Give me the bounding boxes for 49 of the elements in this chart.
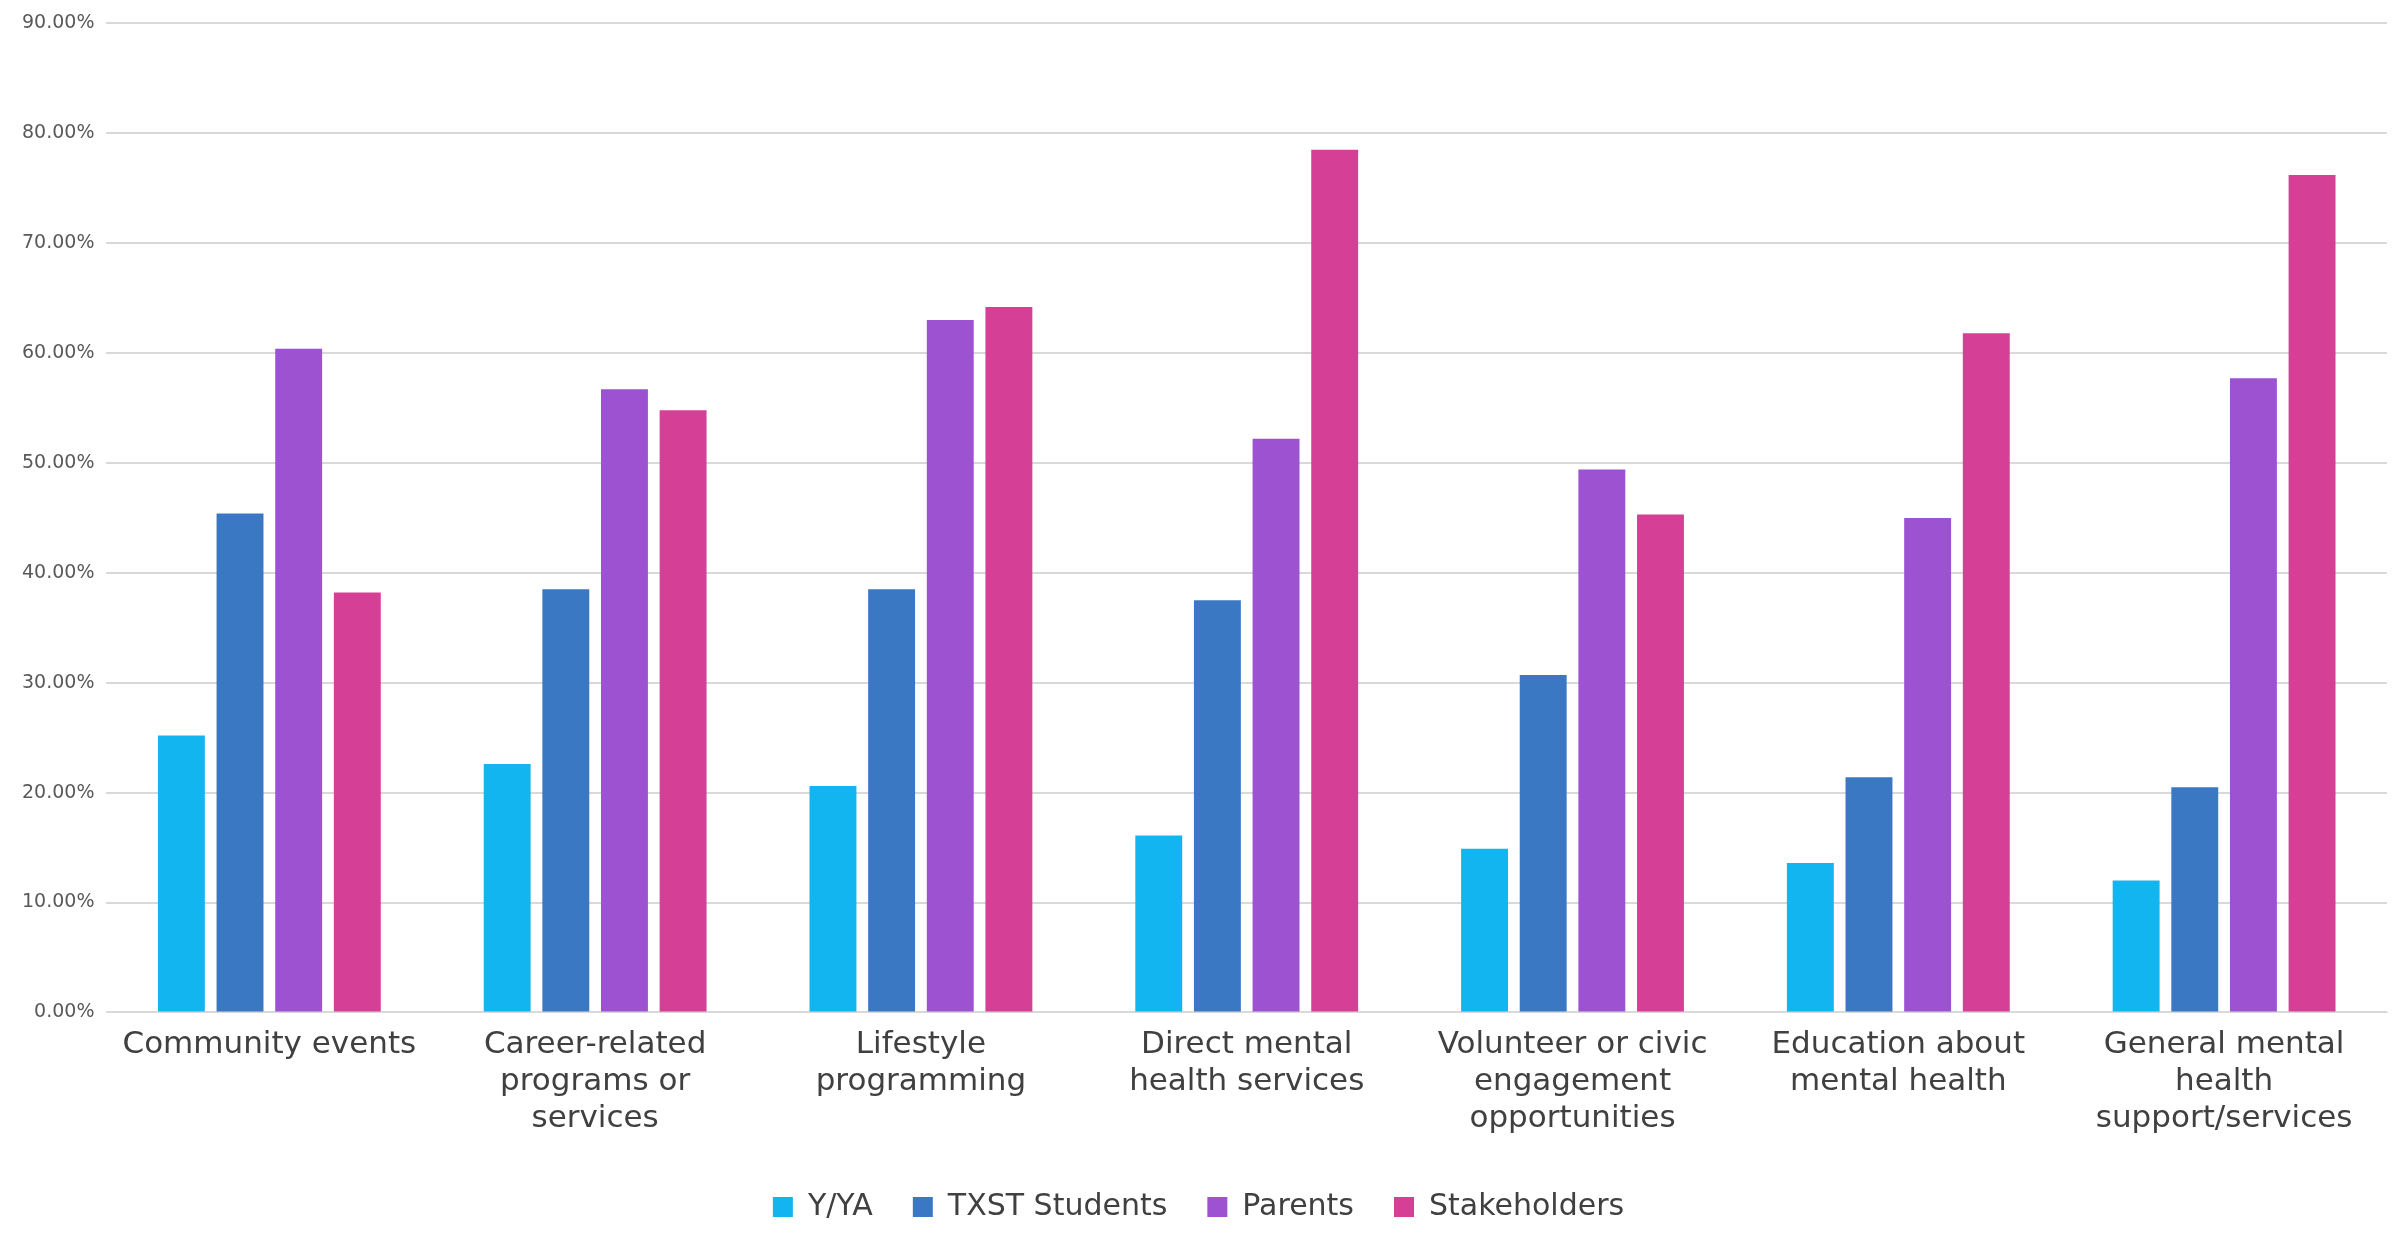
x-tick-label: Career-related programs or services: [483, 1024, 707, 1135]
bar: [216, 513, 264, 1012]
bar: [542, 589, 590, 1012]
bar: [1193, 600, 1241, 1012]
bar: [1311, 149, 1359, 1012]
bar: [2229, 378, 2277, 1012]
y-tick-label: 30.00%: [21, 669, 95, 692]
x-tick-label: Education about mental health: [1771, 1024, 2026, 1098]
bar: [659, 410, 707, 1012]
bar: [1135, 835, 1183, 1012]
y-tick-label: 90.00%: [21, 10, 95, 33]
bar: [483, 764, 531, 1012]
y-tick-label: 40.00%: [21, 559, 95, 582]
x-tick-label: Volunteer or civic engagement opportunities: [1437, 1024, 1708, 1135]
legend-label: Stakeholders: [1429, 1186, 1625, 1222]
y-tick-label: 0.00%: [34, 999, 95, 1022]
bar: [1578, 469, 1626, 1012]
bar: [1461, 848, 1509, 1012]
bar: [601, 389, 648, 1012]
bar: [333, 592, 381, 1012]
bar: [1962, 333, 2010, 1012]
bar: [809, 786, 857, 1012]
legend-label: TXST Students: [946, 1186, 1168, 1222]
x-tick-label: Community events: [122, 1024, 417, 1061]
legend-label: Parents: [1242, 1186, 1355, 1222]
legend-label: Y/YA: [806, 1186, 874, 1222]
bar: [1786, 862, 1834, 1012]
bar: [1845, 777, 1893, 1012]
x-tick-label: Lifestyle programming: [815, 1024, 1027, 1098]
bar: [275, 348, 323, 1012]
x-tick-label: General mental health support/services: [2095, 1024, 2353, 1135]
bar: [157, 735, 205, 1012]
bar: [1904, 517, 1952, 1012]
bar: [1252, 438, 1300, 1012]
bar: [1637, 514, 1684, 1012]
bar: [868, 589, 916, 1012]
bar: [1519, 675, 1567, 1012]
bar: [2112, 880, 2160, 1012]
y-tick-label: 80.00%: [21, 120, 95, 143]
y-tick-label: 50.00%: [21, 449, 95, 472]
y-tick-label: 60.00%: [21, 340, 95, 362]
y-tick-label: 10.00%: [21, 889, 95, 912]
x-tick-label: Direct mental health services: [1129, 1024, 1365, 1098]
bar: [985, 306, 1033, 1012]
bar: [2171, 787, 2219, 1012]
y-tick-label: 20.00%: [21, 779, 95, 802]
bar: [2288, 175, 2336, 1012]
bar: [926, 320, 974, 1012]
y-tick-label: 70.00%: [21, 230, 95, 253]
